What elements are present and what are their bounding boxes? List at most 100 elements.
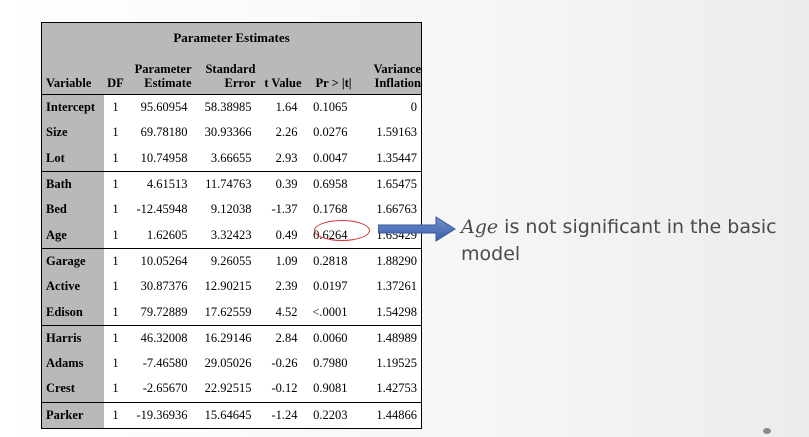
cell-t-value: 2.39 — [275, 279, 298, 294]
table-body: Intercept 1 95.60954 58.38985 1.64 0.1065 0 Siz… — [41, 94, 422, 429]
table-row: Size 1 69.78180 30.93366 2.26 0.0276 1.59163 — [41, 120, 422, 146]
cell-p-value: 0.6958 — [301, 170, 352, 198]
cell-df: 1 — [103, 170, 128, 198]
cell-variable: Garage — [41, 247, 104, 275]
cell-variance-inflation: 1.48989 — [351, 324, 422, 351]
cell-variance-inflation: 1.59163 — [376, 125, 417, 140]
cell-variance-inflation: 1.19525 — [376, 356, 417, 371]
cell-df: 1 — [112, 125, 119, 140]
cell-estimate: -7.46580 — [142, 356, 188, 371]
cell-standard-error: 16.29146 — [191, 324, 256, 351]
cell-p-value: 0.0276 — [313, 125, 348, 140]
cell-estimate: 10.74958 — [140, 150, 188, 165]
cell-standard-error: 29.05026 — [204, 356, 252, 371]
cell-t-value: -1.24 — [255, 401, 302, 429]
cell-t-value: 4.52 — [275, 304, 298, 319]
cell-df: 1 — [112, 150, 119, 165]
cell-p-value: 0.0047 — [313, 150, 348, 165]
cell-estimate: 1.62605 — [146, 227, 188, 242]
cell-p-value: 0.9081 — [313, 381, 348, 396]
slide-dot — [763, 428, 771, 434]
cell-df: 1 — [112, 100, 119, 115]
cell-t-value: 1.09 — [255, 247, 302, 275]
cell-df: 1 — [103, 324, 128, 351]
cell-variable: Age — [41, 222, 104, 249]
cell-variance-inflation: 1.66763 — [376, 202, 417, 217]
cell-variance-inflation: 1.35447 — [376, 150, 417, 165]
table-row: Edison 1 79.72889 17.62559 4.52 <.0001 1.54298 — [41, 299, 422, 326]
cell-variance-inflation: 1.42753 — [376, 381, 417, 396]
cell-variable: Size — [41, 120, 104, 146]
col-header-df: DF — [103, 52, 128, 95]
parameter-estimates-table: Parameter Estimates Variable DF Paramete… — [41, 22, 422, 429]
cell-standard-error: 3.32423 — [210, 227, 252, 242]
cell-standard-error: 58.38985 — [204, 100, 252, 115]
cell-estimate: -19.36936 — [127, 401, 192, 429]
cell-standard-error: 22.92515 — [204, 381, 252, 396]
cell-t-value: 2.84 — [255, 324, 302, 351]
cell-t-value: 2.26 — [275, 125, 298, 140]
cell-standard-error: 11.74763 — [191, 170, 256, 198]
cell-df: 1 — [103, 401, 128, 429]
col-header-p-value: Pr > |t| — [301, 52, 352, 95]
cell-standard-error: 9.12038 — [210, 202, 252, 217]
cell-df: 1 — [112, 279, 119, 294]
cell-p-value: 0.7980 — [313, 356, 348, 371]
cell-p-value: <.0001 — [312, 304, 348, 319]
col-header-t-value: t Value — [255, 52, 302, 95]
cell-df: 1 — [103, 247, 128, 275]
cell-df: 1 — [112, 227, 119, 242]
cell-df: 1 — [112, 304, 119, 319]
cell-variable: Active — [41, 274, 104, 300]
cell-variable: Intercept — [41, 94, 104, 121]
col-header-estimate: Parameter Estimate — [127, 52, 192, 95]
cell-variable: Crest — [41, 376, 104, 403]
arrow-right-icon — [378, 216, 456, 242]
callout-text: Age is not significant in the basic mode… — [461, 214, 806, 268]
cell-variable: Edison — [41, 299, 104, 326]
cell-df: 1 — [112, 202, 119, 217]
cell-variance-inflation: 1.44866 — [351, 401, 422, 429]
callout-emphasis: Age — [461, 216, 499, 238]
cell-t-value: 1.64 — [275, 100, 298, 115]
cell-variable: Harris — [41, 324, 104, 351]
col-header-standard-error: Standard Error — [191, 52, 256, 95]
cell-estimate: -2.65670 — [142, 381, 188, 396]
cell-estimate: 10.05264 — [127, 247, 192, 275]
cell-p-value: 0.0060 — [301, 324, 352, 351]
table-row: Harris 1 46.32008 16.29146 2.84 0.0060 1.48989 — [41, 324, 422, 351]
cell-t-value: 2.93 — [275, 150, 298, 165]
cell-variance-inflation: 1.37261 — [376, 279, 417, 294]
cell-standard-error: 12.90215 — [204, 279, 252, 294]
cell-estimate: 4.61513 — [127, 170, 192, 198]
cell-estimate: 95.60954 — [140, 100, 188, 115]
table-row: Lot 1 10.74958 3.66655 2.93 0.0047 1.35447 — [41, 145, 422, 172]
cell-estimate: 30.87376 — [140, 279, 188, 294]
cell-t-value: -0.12 — [271, 381, 298, 396]
cell-t-value: 0.49 — [275, 227, 298, 242]
table-row: Intercept 1 95.60954 58.38985 1.64 0.1065 0 — [41, 94, 422, 121]
cell-variable: Lot — [41, 145, 104, 172]
cell-variable: Parker — [41, 401, 104, 429]
table-row: Garage 1 10.05264 9.26055 1.09 0.2818 1.88290 — [41, 247, 422, 275]
cell-t-value: -0.26 — [271, 356, 298, 371]
cell-p-value: 0.1768 — [313, 202, 348, 217]
cell-standard-error: 3.66655 — [210, 150, 252, 165]
cell-variable: Bed — [41, 197, 104, 223]
cell-p-value: 0.2203 — [301, 401, 352, 429]
highlight-oval — [314, 220, 370, 241]
cell-estimate: 46.32008 — [127, 324, 192, 351]
cell-p-value: 0.2818 — [301, 247, 352, 275]
cell-estimate: 69.78180 — [140, 125, 188, 140]
col-header-variance-inflation: Variance Inflation — [351, 52, 422, 95]
table-row: Adams 1 -7.46580 29.05026 -0.26 0.7980 1.19525 — [41, 350, 422, 377]
cell-variance-inflation: 1.65475 — [351, 170, 422, 198]
table-title: Parameter Estimates — [41, 22, 422, 52]
cell-t-value: 0.39 — [255, 170, 302, 198]
cell-df: 1 — [112, 381, 119, 396]
cell-df: 1 — [112, 356, 119, 371]
cell-t-value: -1.37 — [271, 202, 298, 217]
table-row: Active 1 30.87376 12.90215 2.39 0.0197 1.37261 — [41, 274, 422, 300]
cell-variance-inflation: 1.88290 — [351, 247, 422, 275]
